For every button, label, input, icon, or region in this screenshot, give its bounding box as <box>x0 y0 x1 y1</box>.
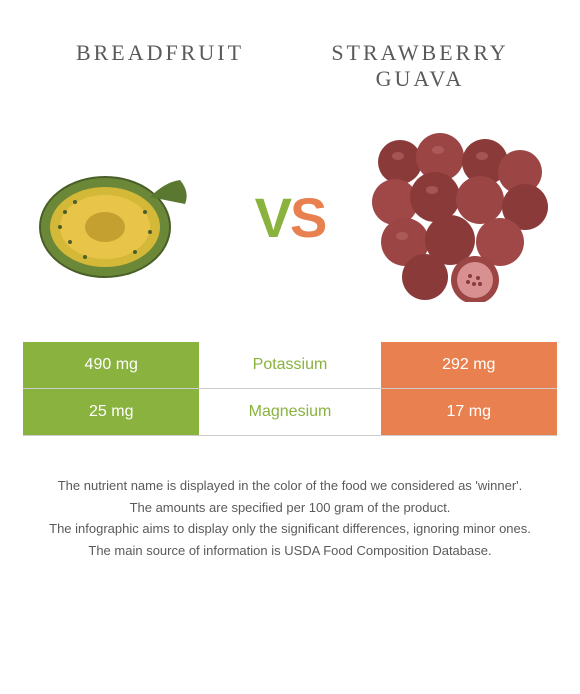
footer-line: The nutrient name is displayed in the co… <box>30 476 550 496</box>
nutrients-table-body: 490 mg Potassium 292 mg 25 mg Magnesium … <box>23 342 557 436</box>
nutrient-name: Potassium <box>199 342 380 389</box>
nutrient-right-value: 17 mg <box>381 389 557 436</box>
nutrient-right-value: 292 mg <box>381 342 557 389</box>
footer-line: The infographic aims to display only the… <box>30 519 550 539</box>
table-row: 490 mg Potassium 292 mg <box>23 342 557 389</box>
food-title-left: BREADFRUIT <box>30 40 290 92</box>
nutrient-left-value: 25 mg <box>23 389 199 436</box>
breadfruit-image <box>30 137 210 297</box>
footer-text: The nutrient name is displayed in the co… <box>0 436 580 582</box>
header-row: BREADFRUIT STRAWBERRY GUAVA <box>0 0 580 112</box>
table-row: 25 mg Magnesium 17 mg <box>23 389 557 436</box>
vs-label: VS <box>255 185 326 250</box>
nutrient-name: Magnesium <box>199 389 380 436</box>
infographic-container: BREADFRUIT STRAWBERRY GUAVA <box>0 0 580 582</box>
images-row: VS <box>0 112 580 332</box>
guava-icon <box>370 132 550 302</box>
nutrient-left-value: 490 mg <box>23 342 199 389</box>
footer-line: The main source of information is USDA F… <box>30 541 550 561</box>
footer-line: The amounts are specified per 100 gram o… <box>30 498 550 518</box>
nutrients-table: 490 mg Potassium 292 mg 25 mg Magnesium … <box>23 342 557 436</box>
vs-s-letter: S <box>290 186 325 249</box>
food-title-right: STRAWBERRY GUAVA <box>290 40 550 92</box>
vs-v-letter: V <box>255 186 290 249</box>
breadfruit-icon <box>35 142 205 292</box>
guava-image <box>370 137 550 297</box>
